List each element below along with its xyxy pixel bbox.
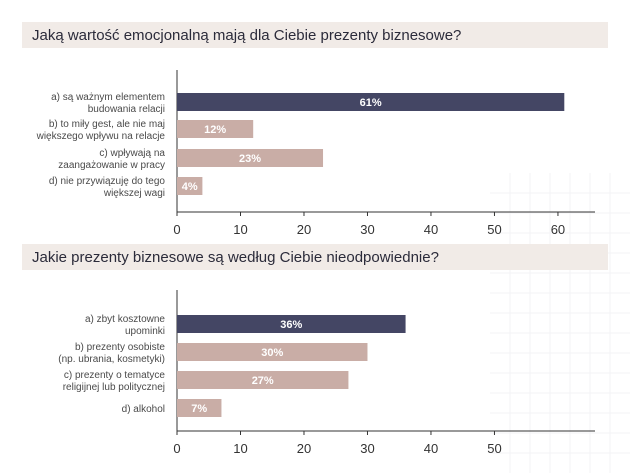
chart1-x-tick-label-5: 50 — [487, 222, 501, 237]
chart1-title: Jaką wartość emocjonalną mają dla Ciebie… — [32, 27, 462, 44]
chart1-category-label-0-1: budowania relacji — [88, 104, 165, 115]
chart2-bar-1 — [177, 343, 368, 361]
chart2-category-label-2-1: religijnej lub politycznej — [63, 382, 165, 393]
chart1-bar-0 — [177, 93, 565, 111]
chart2-bar-value-label-1: 30% — [261, 347, 283, 359]
chart1-bar-3 — [177, 177, 203, 195]
chart2-category-label-0-0: a) zbyt kosztowne — [85, 314, 165, 325]
chart1-bar-1 — [177, 120, 254, 138]
chart2-category-label-0-1: upominki — [125, 326, 165, 337]
chart2-category-label-2-0: c) prezenty o tematyce — [64, 370, 166, 381]
chart2-x-tick-label-1: 10 — [233, 441, 247, 456]
chart1-x-tick-label-3: 30 — [360, 222, 374, 237]
chart2-category-label-1-1: (np. ubrania, kosmetyki) — [58, 354, 165, 365]
chart1-bar-value-label-1: 12% — [204, 124, 226, 136]
chart1-category-label-1-0: b) to miły gest, ale nie maj — [49, 119, 165, 130]
chart2-title: Jakie prezenty biznesowe są według Ciebi… — [32, 249, 439, 266]
chart2-x-tick-label-3: 30 — [360, 441, 374, 456]
chart2-title-box: Jakie prezenty biznesowe są według Ciebi… — [22, 244, 608, 270]
chart2-bar-value-label-3: 7% — [191, 403, 207, 415]
chart2-x-tick-label-5: 50 — [487, 441, 501, 456]
chart1-x-tick-label-0: 0 — [173, 222, 180, 237]
chart1-category-label-3-1: większej wagi — [103, 188, 165, 199]
chart1-x-tick-label-1: 10 — [233, 222, 247, 237]
chart2-category-label-1-0: b) prezenty osobiste — [75, 342, 165, 353]
chart1-category-label-2-1: zaangażowanie w pracy — [58, 160, 165, 171]
chart2-bar-3 — [177, 399, 222, 417]
chart2-x-tick-label-2: 20 — [297, 441, 311, 456]
chart2-bar-2 — [177, 371, 349, 389]
chart1-x-tick-label-2: 20 — [297, 222, 311, 237]
chart1-bar-2 — [177, 149, 324, 167]
chart2-x-tick-label-4: 40 — [424, 441, 438, 456]
chart1-bar-value-label-0: 61% — [360, 97, 382, 109]
chart1-x-tick-label-6: 60 — [551, 222, 565, 237]
chart1-category-label-3-0: d) nie przywiązuję do tego — [49, 176, 166, 187]
chart1-bar-value-label-2: 23% — [239, 153, 261, 165]
chart1-title-box: Jaką wartość emocjonalną mają dla Ciebie… — [22, 22, 608, 48]
chart1-category-label-0-0: a) są ważnym elementem — [51, 92, 165, 103]
chart1-category-label-1-1: większego wpływu na relacje — [36, 131, 166, 142]
chart1-bar-value-label-3: 4% — [182, 181, 198, 193]
chart2-bar-value-label-2: 27% — [252, 375, 274, 387]
chart2-bar-0 — [177, 315, 406, 333]
chart1-x-tick-label-4: 40 — [424, 222, 438, 237]
chart2-bar-value-label-0: 36% — [280, 319, 302, 331]
chart2-x-tick-label-0: 0 — [173, 441, 180, 456]
chart1-category-label-2-0: c) wpływają na — [99, 148, 165, 159]
chart2-category-label-3-0: d) alkohol — [122, 404, 165, 415]
